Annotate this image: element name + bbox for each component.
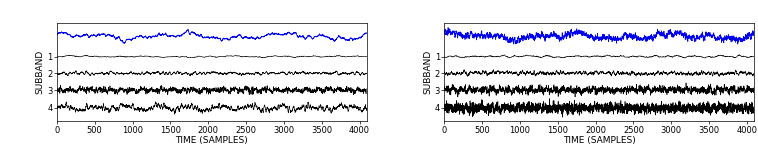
Y-axis label: SUBBAND: SUBBAND [36,50,45,94]
X-axis label: TIME (SAMPLES): TIME (SAMPLES) [175,136,248,145]
Y-axis label: SUBBAND: SUBBAND [423,50,432,94]
X-axis label: TIME (SAMPLES): TIME (SAMPLES) [563,136,636,145]
